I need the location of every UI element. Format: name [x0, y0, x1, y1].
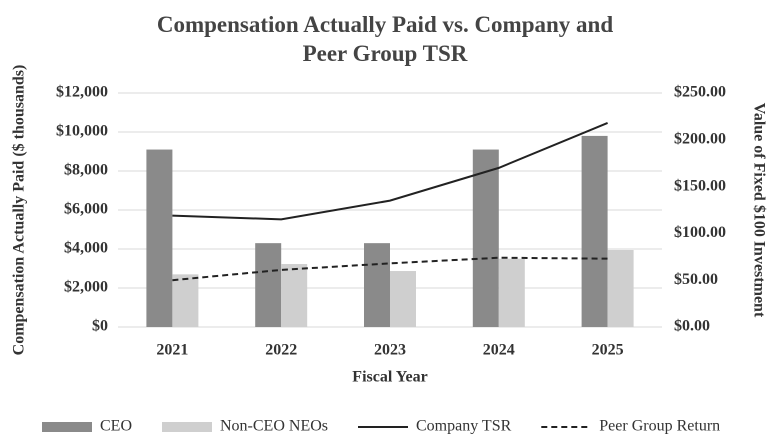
legend-label: Company TSR: [416, 418, 512, 435]
bar: [146, 149, 173, 327]
bar: [581, 135, 608, 327]
bar: [281, 264, 308, 327]
y-tick-label: $0: [92, 318, 108, 335]
x-tick-label: 2025: [592, 342, 624, 359]
y2-tick-label: $0.00: [674, 318, 710, 335]
x-tick-label: 2021: [156, 342, 188, 359]
line: [172, 256, 608, 282]
y-tick-label: $12,000: [56, 84, 108, 101]
y2-tick-label: $200.00: [674, 130, 726, 147]
legend-swatch: [162, 422, 212, 432]
y2-tick-label: $50.00: [674, 271, 718, 288]
y-tick-label: $8,000: [64, 162, 108, 179]
legend-label: CEO: [100, 418, 132, 435]
bar: [255, 243, 282, 327]
x-axis-label: Fiscal Year: [352, 369, 427, 386]
y-tick-label: $6,000: [64, 201, 108, 218]
legend-label: Non-CEO NEOs: [220, 418, 328, 435]
bar: [472, 149, 499, 327]
y2-tick-label: $150.00: [674, 177, 726, 194]
y2-tick-label: $250.00: [674, 84, 726, 101]
line: [172, 122, 608, 221]
y-tick-label: $2,000: [64, 279, 108, 296]
bar: [607, 249, 634, 327]
x-tick-label: 2023: [374, 342, 406, 359]
y2-tick-label: $100.00: [674, 224, 726, 241]
bar: [390, 271, 416, 327]
y-tick-label: $4,000: [64, 240, 108, 257]
x-tick-label: 2024: [483, 342, 515, 359]
bar: [364, 243, 390, 327]
y-axis-label: Compensation Actually Paid ($ thousands): [11, 65, 28, 356]
legend-swatch: [42, 422, 92, 432]
chart-title: Compensation Actually Paid vs. Company a…: [156, 12, 614, 66]
legend-label: Peer Group Return: [599, 418, 720, 435]
x-tick-label: 2022: [265, 342, 297, 359]
bar: [172, 274, 199, 327]
bar: [498, 258, 525, 327]
y2-axis-label: Value of Fixed $100 Investment: [750, 103, 767, 318]
y-tick-label: $10,000: [56, 123, 108, 140]
